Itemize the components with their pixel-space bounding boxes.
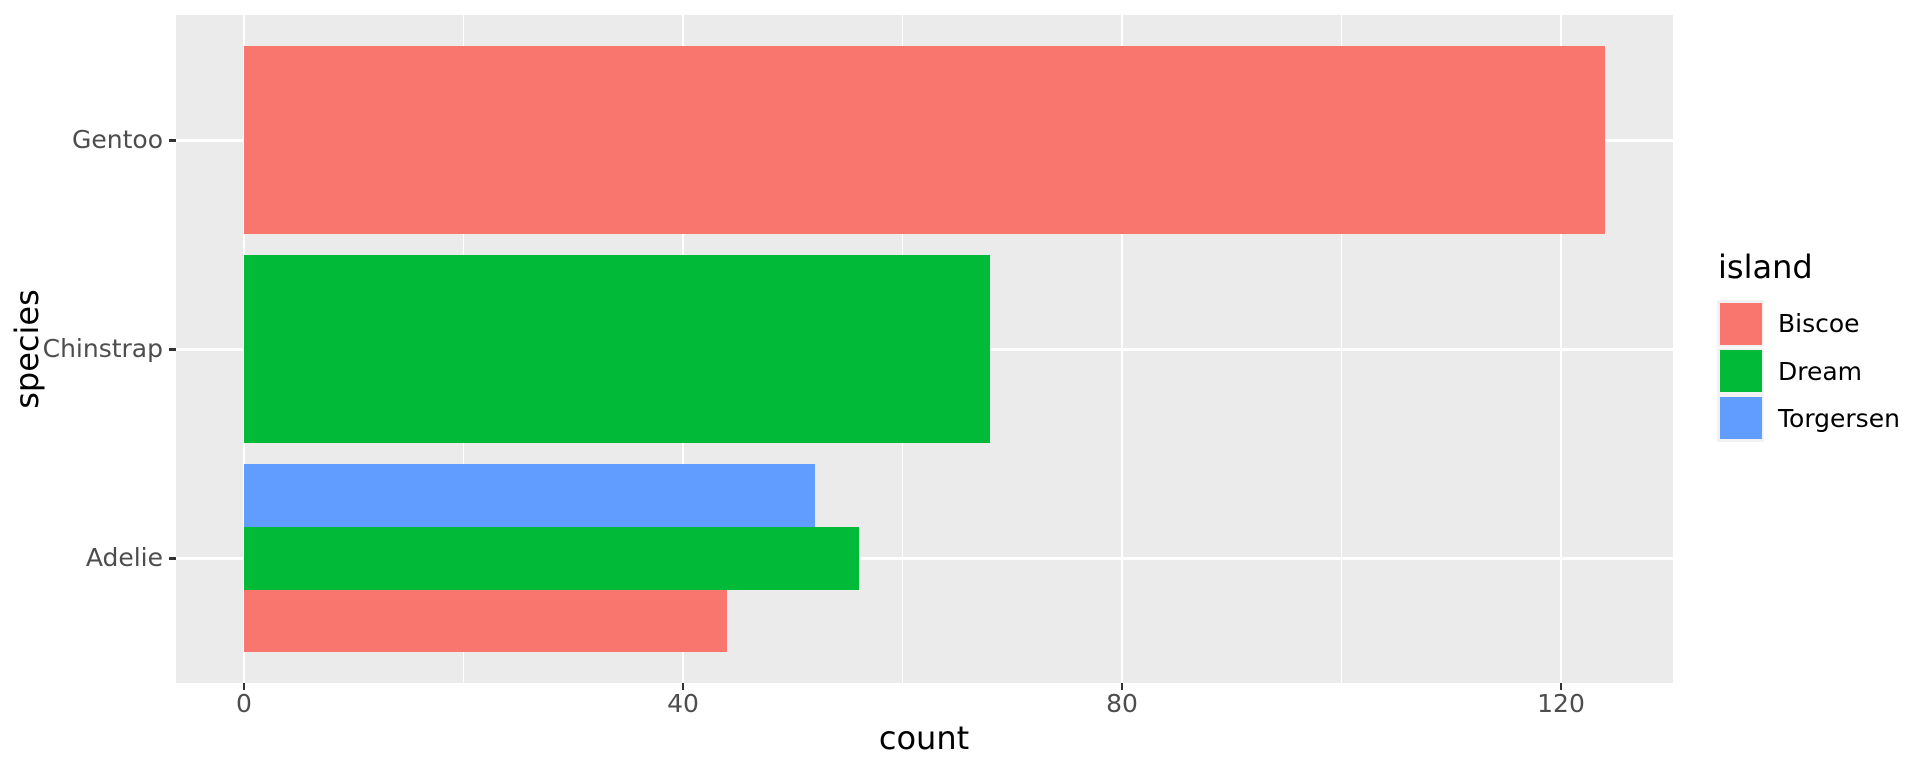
legend-key-dream <box>1717 347 1764 395</box>
legend-label-biscoe: Biscoe <box>1778 309 1860 339</box>
row-gridline-adelie <box>176 557 1673 560</box>
bar-chinstrap-dream <box>244 255 991 444</box>
x-tick-mark-120 <box>1559 683 1563 690</box>
legend-label-torgersen: Torgersen <box>1778 403 1900 433</box>
y-tick-label-gentoo: Gentoo <box>72 125 163 155</box>
legend-entries: Biscoe Dream Torgersen <box>1717 300 1900 442</box>
bar-adelie-dream <box>244 527 859 590</box>
legend-swatch-torgersen <box>1719 397 1762 440</box>
x-tick-label-120: 120 <box>1537 689 1585 718</box>
legend-entry-biscoe: Biscoe <box>1717 300 1900 348</box>
x-tick-label-0: 0 <box>236 689 252 718</box>
x-tick-mark-40 <box>681 683 685 690</box>
legend-entry-torgersen: Torgersen <box>1717 394 1900 442</box>
y-axis-title: species <box>8 289 46 409</box>
y-tick-label-adelie: Adelie <box>85 543 163 573</box>
x-tick-label-40: 40 <box>667 689 699 718</box>
legend-entry-dream: Dream <box>1717 347 1900 395</box>
legend-swatch-dream <box>1719 350 1762 393</box>
bar-gentoo-biscoe <box>244 46 1605 235</box>
plot-panel <box>176 15 1673 683</box>
bar-adelie-biscoe <box>244 589 727 653</box>
legend-key-biscoe <box>1717 300 1764 348</box>
bar-adelie-torgersen <box>244 464 815 528</box>
legend-title: island <box>1718 248 1813 286</box>
legend: island Biscoe Dream Torgersen <box>1717 250 1900 442</box>
x-axis-title: count <box>878 719 970 757</box>
x-tick-mark-80 <box>1120 683 1124 690</box>
y-tick-label-chinstrap: Chinstrap <box>42 334 163 364</box>
y-tick-mark-chinstrap <box>169 348 176 351</box>
legend-swatch-biscoe <box>1719 302 1762 345</box>
x-tick-mark-0 <box>242 683 246 690</box>
y-tick-mark-adelie <box>169 557 176 560</box>
y-tick-mark-gentoo <box>169 139 176 142</box>
legend-label-dream: Dream <box>1778 356 1863 386</box>
legend-key-torgersen <box>1717 394 1764 442</box>
x-tick-label-80: 80 <box>1106 689 1138 718</box>
